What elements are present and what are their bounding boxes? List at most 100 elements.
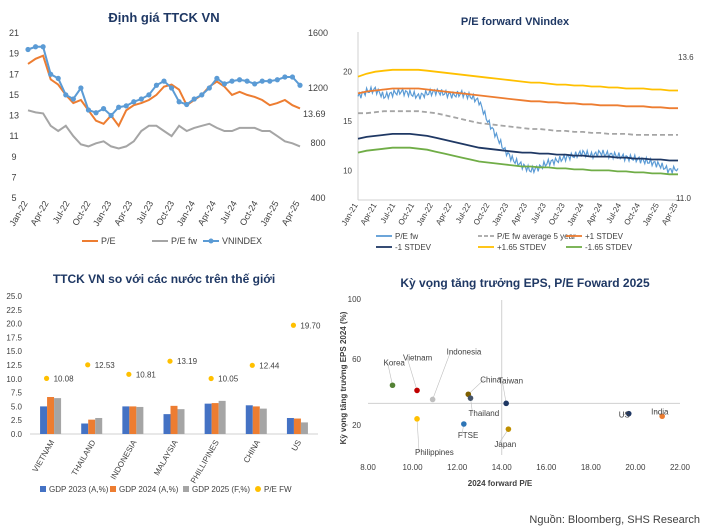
- chart-country-compare: TTCK VN so với các nước trên thế giới 0.0…: [6, 272, 321, 494]
- chart1-y-left-tick: 5: [11, 193, 16, 203]
- chart1-vnindex-point: [244, 78, 250, 84]
- chart4-point-label: India: [651, 407, 669, 416]
- chart1-x-tick: Jul-23: [134, 199, 155, 225]
- chart3-pe-dot: [85, 362, 91, 368]
- chart1-vnindex-point: [184, 101, 190, 108]
- chart1-vnindex-point: [70, 96, 76, 102]
- chart3-bar: [300, 422, 308, 434]
- chart4-point-label: Thailand: [469, 409, 500, 418]
- chart4-leader-line: [498, 429, 509, 445]
- chart3-category-label: VIETNAM: [31, 438, 57, 474]
- chart3-bar: [81, 423, 89, 434]
- chart4-point-label: Japan: [494, 440, 516, 449]
- chart1-vnindex-point: [221, 81, 228, 87]
- chart2-legend-label: -1 STDEV: [395, 243, 432, 252]
- chart4-y-tick: 100: [348, 295, 362, 304]
- chart2-x-tick: Jul-22: [454, 201, 473, 225]
- chart3-pe-label: 10.08: [54, 374, 75, 383]
- chart1-x-tick: Jul-22: [51, 199, 72, 225]
- chart4-point: [467, 395, 474, 401]
- chart-valuation: Định giá TTCK VN 5 7 9 11 13 15 17 19 21 400 800 120…: [7, 10, 328, 246]
- chart2-series-line: [357, 133, 678, 162]
- chart3-y-tick: 17.5: [6, 333, 22, 342]
- chart2-x-tick: Jul-21: [379, 201, 398, 225]
- chart3-bar: [54, 398, 62, 434]
- chart1-vnindex-point: [259, 78, 265, 84]
- chart2-x-tick: Jan-25: [641, 201, 661, 227]
- chart2-x-tick: Apr-23: [509, 201, 529, 227]
- chart2-legend-label: -1.65 STDEV: [585, 243, 633, 252]
- chart3-y-tick: 22.5: [6, 306, 22, 315]
- chart2-x-tick: Jan-21: [340, 201, 360, 227]
- chart1-vnindex-point: [131, 99, 137, 105]
- chart3-y-tick: 15.0: [6, 347, 22, 356]
- chart3-y-tick: 10.0: [6, 375, 22, 384]
- chart1-annotation: 13.69: [303, 109, 326, 119]
- chart1-vnindex-point: [55, 75, 61, 81]
- chart1-x-tick: Jan-25: [258, 199, 280, 228]
- chart1-vnindex-point: [153, 82, 160, 88]
- chart3-pe-label: 13.19: [177, 357, 198, 366]
- chart4-x-tick: 22.00: [670, 463, 691, 472]
- chart2-x-tick: Jan-23: [490, 201, 510, 227]
- chart1-vnindex-point: [267, 78, 273, 84]
- chart3-category-label: MALAYSIA: [152, 438, 180, 477]
- chart3-bar: [218, 400, 226, 434]
- chart1-y-left-tick: 13: [9, 111, 19, 121]
- chart4-leader-line: [432, 351, 451, 400]
- chart3-bar: [122, 406, 130, 434]
- chart4-leader-line: [468, 379, 485, 395]
- chart4-point: [414, 387, 420, 394]
- chart3-bar: [95, 417, 103, 434]
- chart4-point-label: Taiwan: [498, 376, 523, 385]
- chart1-vnindex-point: [168, 85, 175, 91]
- chart2-x-tick: Apr-24: [585, 201, 605, 227]
- chart2-legend-label: P/E fw: [395, 232, 418, 241]
- chart3-category-label: US: [290, 439, 303, 453]
- chart1-x-tick: Apr-24: [196, 199, 218, 227]
- chart1-vnindex-point: [123, 103, 129, 109]
- chart4-y-tick: 60: [352, 355, 361, 364]
- chart4-point: [659, 413, 665, 420]
- chart3-pe-dot: [167, 358, 173, 364]
- chart4-point-label: FTSE: [458, 431, 478, 440]
- chart1-y-left-tick: 19: [9, 49, 19, 59]
- chart4-x-tick: 20.00: [625, 463, 646, 472]
- chart2-legend-label: +1 STDEV: [585, 232, 624, 241]
- chart1-series-line: [27, 54, 301, 128]
- chart3-y-tick: 20.0: [6, 320, 22, 329]
- chart2-annotation-bottom: 11.0: [676, 194, 692, 203]
- chart3-category-label: THAILAND: [70, 438, 98, 477]
- chart3-category-label: PHILLIPINES: [189, 439, 221, 485]
- chart3-legend-label: GDP 2023 (A,%): [49, 485, 109, 494]
- chart1-x-tick: Oct-24: [238, 199, 260, 227]
- chart4-x-tick: 10.00: [403, 463, 424, 472]
- chart2-legend-label: +1.65 STDEV: [497, 243, 547, 252]
- chart4-point: [429, 396, 436, 403]
- chart1-y-right-tick: 400: [310, 193, 325, 203]
- chart2-x-tick: Apr-21: [359, 201, 379, 227]
- chart1-legend-label: VNINDEX: [222, 236, 262, 246]
- source-note: Nguồn: Bloomberg, SHS Research: [529, 514, 700, 526]
- chart3-y-tick: 5.0: [11, 402, 23, 411]
- chart3-pe-label: 10.81: [136, 370, 157, 379]
- chart1-vnindex-point: [274, 77, 280, 83]
- chart2-x-tick: Oct-22: [472, 201, 492, 227]
- chart4-point-label: Vietnam: [403, 353, 433, 362]
- chart1-vnindex-point: [236, 77, 243, 83]
- chart3-pe-dot: [43, 375, 50, 381]
- chart1-vnindex-point: [108, 112, 114, 119]
- chart3-legend-label: P/E FW: [264, 485, 292, 494]
- chart2-x-tick: Jan-22: [415, 201, 435, 227]
- chart3-legend-label: GDP 2024 (A,%): [119, 485, 179, 494]
- chart1-vnindex-point: [289, 74, 296, 80]
- chart4-title: Kỳ vọng tăng trưởng EPS, P/E Foward 2025: [400, 276, 650, 290]
- chart4-leader-line: [501, 380, 507, 404]
- chart3-category-label: INDONESIA: [109, 438, 139, 481]
- chart1-vnindex-point: [48, 71, 54, 77]
- chart3-bar: [204, 403, 212, 434]
- chart3-bar: [211, 403, 219, 434]
- chart2-series-line: [357, 146, 678, 176]
- chart1-vnindex-point: [176, 99, 182, 105]
- chart3-category-label: CHINA: [242, 438, 263, 465]
